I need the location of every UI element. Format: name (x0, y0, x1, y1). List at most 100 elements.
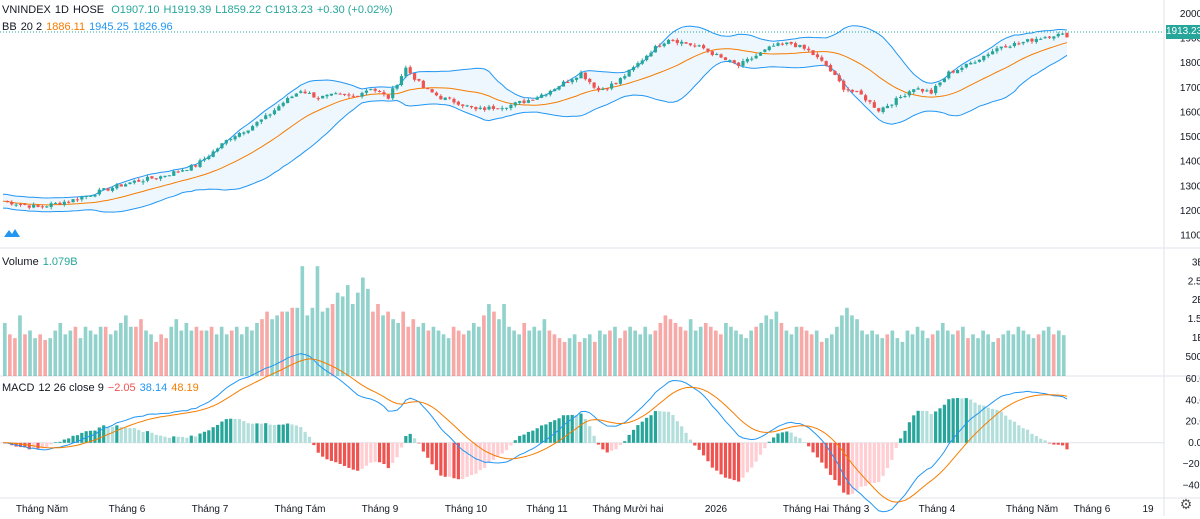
macd-hist-bar (14, 442, 18, 447)
macd-tick-label: −40.00 (1183, 480, 1200, 491)
macd-hist-bar (688, 439, 693, 443)
time-tick-label: Tháng 6 (109, 504, 146, 515)
macd-hist-bar (145, 431, 150, 443)
volume-bar (587, 334, 592, 376)
macd-hist-bar (189, 435, 193, 443)
macd-hist-bar (75, 435, 80, 443)
volume-bar (794, 326, 799, 376)
candle-body (325, 94, 329, 97)
volume-bar (668, 319, 673, 376)
macd-hist-bar (408, 433, 412, 443)
volume-bar (371, 311, 375, 376)
candle-body (728, 60, 732, 62)
candle-body (605, 88, 609, 90)
candle-body (163, 175, 167, 177)
macd-hist-bar (745, 442, 749, 473)
candle-body (237, 132, 242, 137)
macd-hist-bar (824, 442, 828, 469)
volume-bar (1036, 334, 1041, 376)
candle-body (951, 70, 955, 73)
candle-body (894, 98, 898, 105)
candle-body (373, 88, 377, 91)
candle-body (942, 78, 946, 83)
candle-body (706, 48, 710, 52)
macd-hist-bar (596, 442, 601, 445)
volume-bar (290, 307, 295, 376)
gear-icon[interactable]: ⚙ (1179, 496, 1193, 512)
volume-bar (305, 315, 310, 376)
volume-bar (592, 341, 597, 376)
candle-body (964, 63, 968, 68)
candle-body (106, 188, 110, 191)
volume-bar (391, 319, 395, 376)
candle-body (141, 181, 145, 183)
candle-body (583, 72, 587, 80)
interval-label[interactable]: 1D (54, 4, 69, 16)
volume-bar (1006, 330, 1011, 376)
volume-legend[interactable]: Volume 1.079B (2, 255, 82, 269)
macd-hist-bar (951, 398, 955, 443)
symbol-name[interactable]: VNINDEX (2, 4, 51, 16)
macd-legend[interactable]: MACD 12 26 close 9 −2.05 38.14 48.19 (2, 381, 203, 395)
candle-body (640, 60, 644, 64)
open-value: O1907.10 (111, 4, 160, 16)
volume-bar (229, 330, 234, 376)
candle-body (1034, 38, 1038, 42)
macd-hist-bar (110, 426, 115, 443)
candle-body (710, 51, 714, 55)
macd-hist-bar (53, 442, 58, 443)
macd-hist-bar (347, 442, 351, 468)
volume-bar (608, 330, 612, 376)
candle-body (837, 75, 841, 82)
candle-body (741, 61, 745, 66)
candle-body (666, 39, 671, 44)
price-tick-label: 2000.00 (1180, 9, 1200, 20)
bb-legend[interactable]: BB 20 2 1886.11 1945.25 1826.96 (2, 20, 177, 34)
candle-body (316, 98, 320, 100)
volume-bar (850, 315, 854, 376)
candle-body (434, 92, 439, 96)
macd-hist-bar (570, 414, 574, 443)
candle-body (929, 89, 933, 94)
candle-body (675, 39, 679, 44)
candle-body (281, 102, 285, 106)
volume-bar (724, 322, 728, 376)
tradingview-logo-icon[interactable] (3, 226, 21, 240)
macd-hist-bar (342, 442, 347, 466)
volume-bar (234, 326, 239, 376)
candle-body (973, 62, 977, 64)
volume-bar (900, 341, 905, 376)
price-tick-label: 1900.00 (1180, 34, 1200, 45)
candle-body (693, 45, 697, 47)
volume-bar (759, 322, 764, 376)
macd-hist-bar (1065, 442, 1069, 450)
volume-bar (764, 315, 769, 376)
volume-bar (219, 326, 224, 376)
volume-bar (1001, 334, 1006, 376)
volume-bar (693, 330, 698, 376)
volume-bar (920, 330, 925, 376)
candle-body (159, 176, 163, 179)
macd-hist-bar (154, 434, 158, 443)
macd-hist-bar (351, 442, 355, 470)
volume-bar (799, 326, 804, 376)
macd-hist-bar (45, 442, 49, 448)
macd-hist-bar (233, 418, 237, 443)
macd-hist-bar (417, 442, 421, 444)
price-tick-label: 1500.00 (1180, 132, 1200, 143)
candle-body (561, 81, 566, 87)
candle-body (719, 54, 723, 58)
volume-bar (164, 338, 169, 376)
volume-bar (330, 304, 335, 376)
macd-value: 38.14 (139, 382, 168, 394)
volume-bar (1026, 334, 1031, 376)
macd-tick-label: 60.00 (1185, 374, 1200, 385)
macd-tick-label: 20.00 (1185, 417, 1200, 428)
candle-body (1052, 36, 1056, 39)
macd-hist-bar (793, 436, 798, 443)
time-tick-label: Tháng 6 (1074, 504, 1111, 515)
price-tick-label: 1200.00 (1180, 206, 1200, 217)
volume-bar (1011, 334, 1016, 376)
